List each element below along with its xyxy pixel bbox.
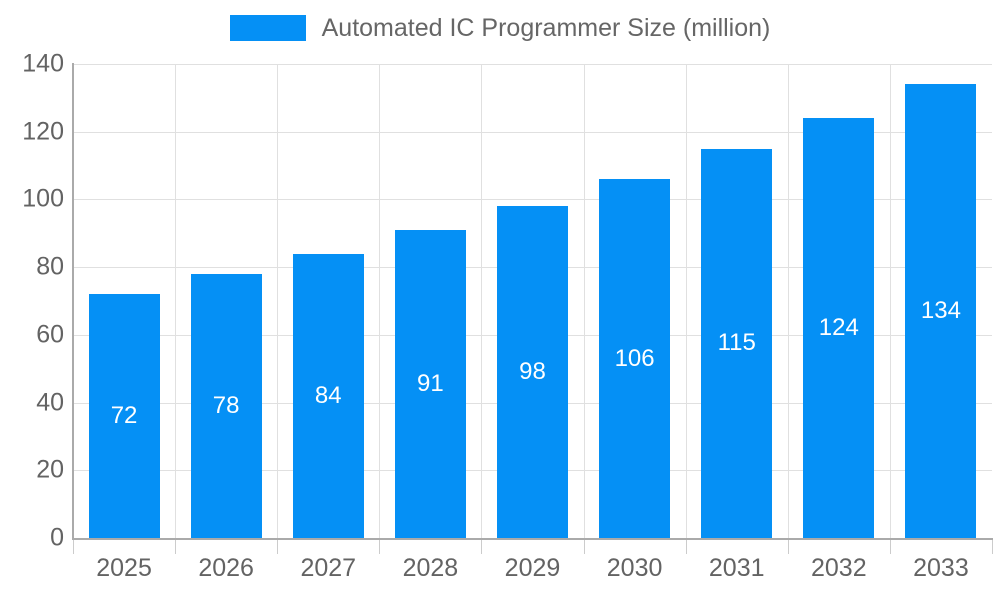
gridline-vertical	[890, 64, 891, 538]
x-axis-tick-mark	[890, 540, 891, 554]
x-axis-tick-mark	[686, 540, 687, 554]
y-axis-tick-label: 0	[50, 523, 64, 552]
bar[interactable]	[497, 206, 568, 538]
x-axis-tick-mark	[481, 540, 482, 554]
gridline-vertical	[379, 64, 380, 538]
bar[interactable]	[292, 253, 364, 538]
x-axis-tick-mark	[175, 540, 176, 554]
x-axis-tick-label: 2027	[300, 554, 357, 582]
y-axis-tick-label: 20	[36, 455, 64, 484]
x-axis-tick-label: 2030	[606, 554, 663, 582]
bar[interactable]	[190, 273, 262, 538]
y-axis-tick-label: 40	[36, 388, 64, 417]
gridline-vertical	[788, 64, 789, 538]
bar[interactable]	[701, 148, 773, 538]
bar[interactable]	[88, 294, 160, 538]
gridline-vertical	[175, 64, 176, 538]
y-axis-tick-labels: 0 20 40 60 80 100 120 140	[0, 0, 64, 600]
gridline-vertical	[686, 64, 687, 538]
x-axis-tick-label: 2025	[96, 554, 152, 582]
y-axis-tick-label: 60	[36, 320, 64, 349]
y-axis-tick-label: 140	[22, 49, 64, 78]
bar[interactable]	[905, 84, 977, 538]
x-axis-tick-label: 2033	[913, 554, 969, 582]
x-axis-tick-label: 2028	[402, 554, 459, 582]
gridline-vertical	[277, 64, 278, 538]
x-axis-tick-mark	[992, 540, 993, 554]
gridline-horizontal	[73, 131, 992, 133]
gridline-horizontal	[73, 64, 992, 65]
legend-item-automated-ic-programmer-size[interactable]: Automated IC Programmer Size (million)	[229, 13, 771, 42]
y-axis-line	[72, 63, 74, 539]
x-axis-tick-labels: 2025 2026 2027 2028 2029 2030 2031 2032 2033	[73, 556, 992, 590]
x-axis-tick-mark	[584, 540, 585, 554]
y-axis-tick-label: 120	[22, 117, 64, 146]
legend-label: Automated IC Programmer Size (million)	[321, 13, 771, 42]
x-axis-tick-mark	[277, 540, 278, 554]
bar[interactable]	[803, 118, 875, 538]
x-axis-tick-mark	[379, 540, 380, 554]
legend-color-swatch-icon	[229, 15, 306, 41]
x-axis-line	[72, 538, 993, 540]
x-axis-tick-label: 2026	[198, 554, 254, 582]
bar[interactable]	[599, 179, 671, 538]
x-axis-tick-mark	[73, 540, 74, 554]
x-axis-tick-label: 2032	[811, 554, 867, 582]
gridline-vertical	[481, 64, 482, 538]
y-axis-tick-label: 100	[22, 184, 64, 213]
x-axis-tick-label: 2031	[708, 554, 765, 582]
gridline-horizontal	[73, 199, 992, 201]
x-axis-tick-mark	[788, 540, 789, 554]
chart-legend: Automated IC Programmer Size (million)	[0, 0, 1000, 56]
gridline-vertical	[584, 64, 585, 538]
x-axis-tick-label: 2029	[504, 554, 561, 582]
bar[interactable]	[394, 229, 466, 538]
y-axis-tick-label: 80	[36, 252, 64, 281]
plot-area: 72 78 84 91 98 106 115 124 134	[73, 64, 992, 539]
